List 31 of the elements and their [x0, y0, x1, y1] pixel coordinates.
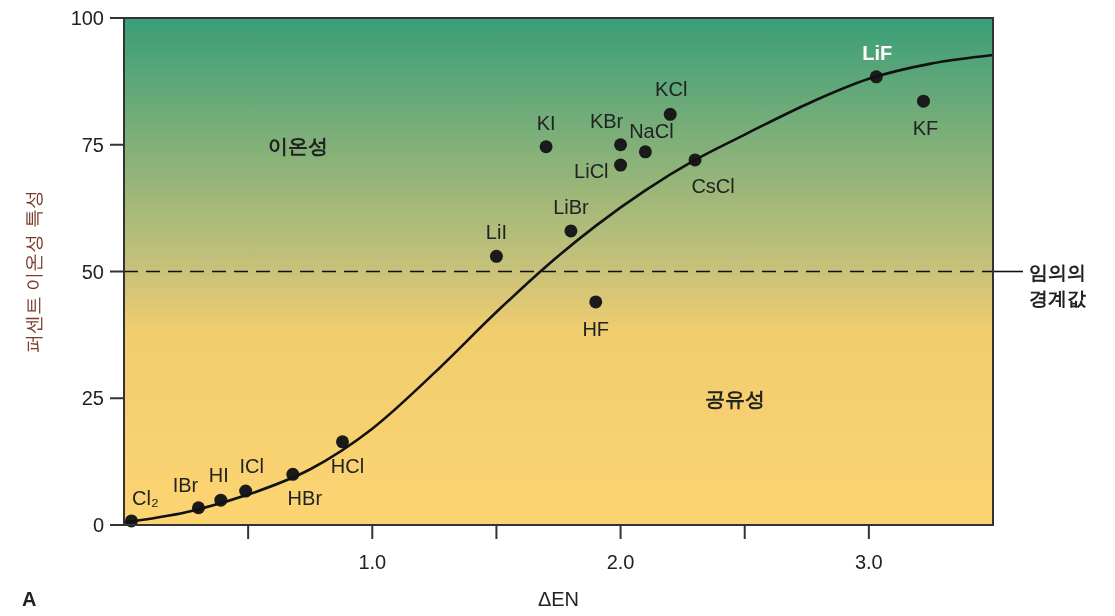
y-tick-label: 75 [81, 133, 104, 156]
x-tick-label: 1.0 [358, 551, 387, 573]
annotation: KI [536, 111, 556, 134]
annotation: HBr [287, 487, 323, 510]
annotation: LiCl [574, 160, 609, 183]
y-axis-title: 퍼센트 이온성 특성 [23, 190, 44, 353]
x-tick-label: 3.0 [854, 551, 883, 573]
annotation: LiF [862, 41, 893, 64]
annotation: HF [582, 317, 610, 340]
y-tick-label: 25 [81, 387, 104, 410]
annotation: KCl [655, 78, 688, 101]
annotation: ICl [239, 455, 264, 478]
annotation: CsCl [691, 174, 735, 197]
y-tick-label: 100 [70, 7, 104, 29]
annotation: HI [208, 464, 229, 487]
annotation: KBr [589, 109, 624, 132]
annotation: HCl [330, 454, 365, 477]
annotation: NaCl [629, 119, 674, 142]
y-tick-label: 0 [92, 514, 104, 536]
ref-line-label: 임의의 경계값 [1029, 261, 1087, 309]
text: A [22, 588, 37, 610]
x-tick-label: 2.0 [606, 551, 635, 573]
y-tick-label: 50 [81, 260, 104, 283]
annotation: 이온성 [267, 134, 328, 157]
annotation: LiBr [553, 195, 590, 218]
annotation: IBr [172, 473, 199, 496]
annotation: Cl₂ [132, 486, 159, 509]
annotation: 공유성 [704, 388, 765, 411]
annotation: KF [912, 117, 939, 140]
x-axis-title: ΔEN [537, 588, 580, 610]
annotation: LiI [485, 221, 507, 244]
